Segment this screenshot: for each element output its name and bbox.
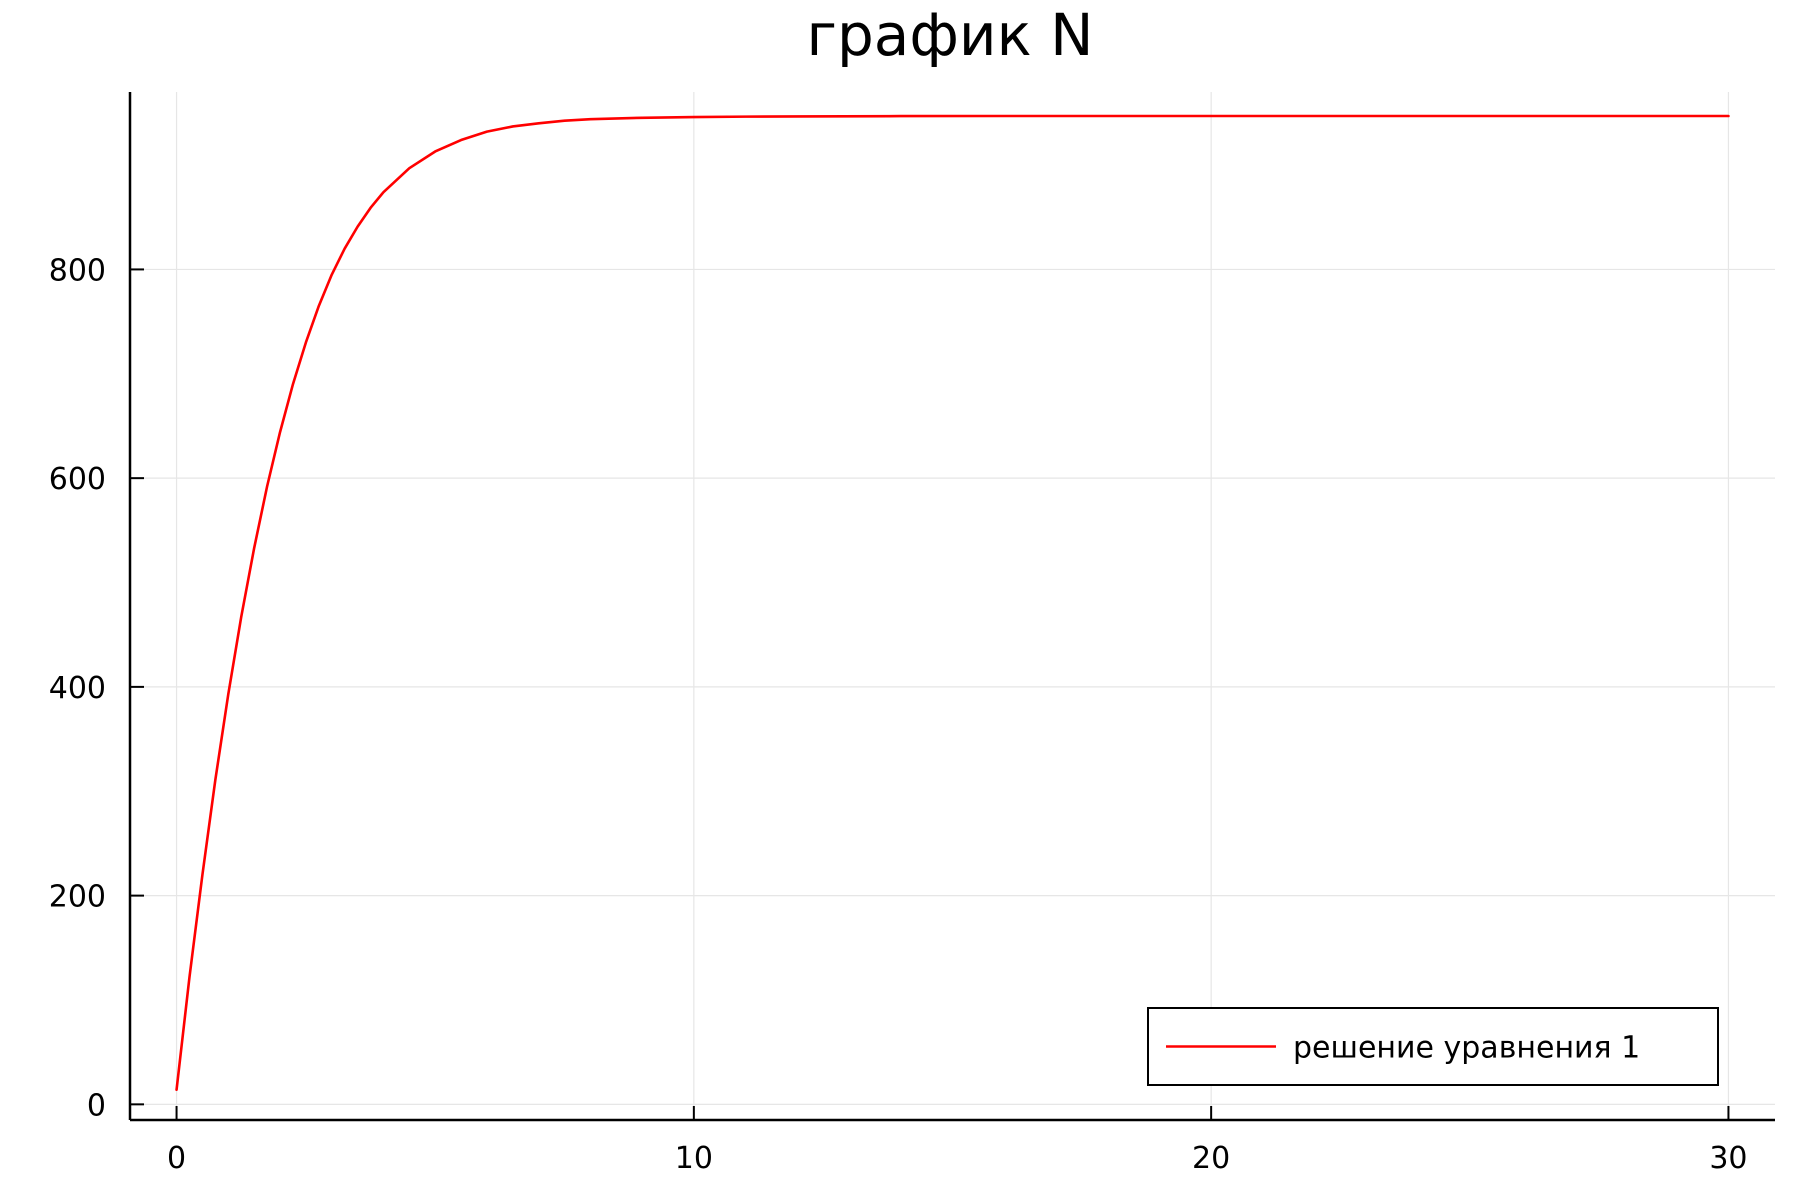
series-line-0: [175, 114, 1730, 1092]
y-tick-label-2: 400: [49, 671, 106, 706]
y-tick-label-3: 600: [49, 462, 106, 497]
x-tick-label-1: 10: [675, 1141, 713, 1176]
legend-label-0: решение уравнения 1: [1293, 1031, 1640, 1066]
x-tick-label-3: 30: [1709, 1141, 1747, 1176]
axes: [128, 92, 1775, 1122]
legend: решение уравнения 1: [1147, 1007, 1719, 1086]
y-tick-label-0: 0: [87, 1088, 106, 1123]
x-tick-label-2: 20: [1192, 1141, 1230, 1176]
grid: [130, 92, 1775, 1120]
x-tick-label-0: 0: [167, 1141, 186, 1176]
y-tick-label-4: 800: [49, 253, 106, 288]
ticks: 0 10 20 30 0 200 400 600 800: [49, 253, 1748, 1176]
chart-title: график N: [807, 1, 1094, 69]
series-layer: [175, 114, 1730, 1092]
y-tick-label-1: 200: [49, 880, 106, 915]
